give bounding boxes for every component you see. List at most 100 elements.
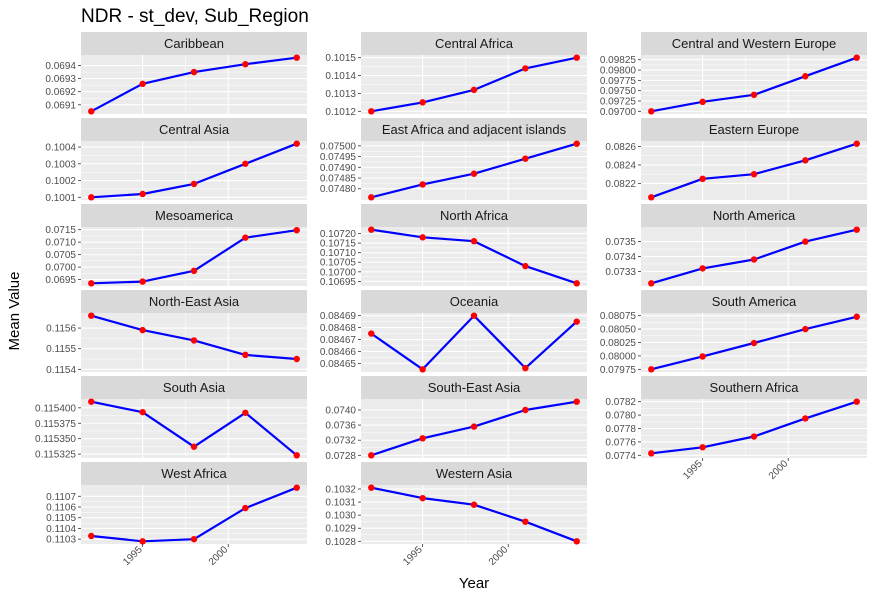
x-tick-label: 1995 <box>121 544 145 568</box>
data-point <box>522 518 529 525</box>
data-point <box>853 398 860 405</box>
facet-strip-label: Southern Africa <box>710 380 800 395</box>
data-point <box>802 73 809 80</box>
data-point <box>522 406 529 414</box>
data-point <box>750 433 758 440</box>
y-tick-label: 0.10710 <box>320 248 357 259</box>
plot-background <box>81 227 307 286</box>
data-point <box>242 61 249 68</box>
facet-strip-label: Central Africa <box>435 36 514 51</box>
y-tick-label: 0.08469 <box>320 311 357 322</box>
data-point <box>88 280 95 287</box>
data-point <box>522 364 529 372</box>
facet-strip <box>361 204 587 227</box>
data-point <box>573 318 580 325</box>
y-tick-label: 0.08467 <box>320 335 357 346</box>
y-tick-label: 0.1154 <box>46 365 76 376</box>
y-tick-label: 0.07485 <box>320 174 357 185</box>
y-tick-label: 0.0740 <box>325 405 356 416</box>
data-point <box>522 262 529 270</box>
y-tick-label: 0.0705 <box>45 250 76 261</box>
facet-strip-label: Eastern Europe <box>709 122 799 137</box>
y-tick-label: 0.1029 <box>325 524 356 535</box>
facet-panel: South-East Asia 0.0728 0.0732 0.0736 0.0740 <box>325 376 587 462</box>
x-tick-label: 2000 <box>207 544 231 568</box>
data-point <box>470 423 478 430</box>
data-point <box>368 330 375 337</box>
data-point <box>419 366 426 373</box>
y-tick-label: 0.09825 <box>600 55 637 66</box>
facet-strip <box>81 204 307 227</box>
y-tick-label: 0.07490 <box>320 163 357 174</box>
plot-background <box>361 485 587 544</box>
facet-panel: North Africa 0.106950.107000.107050.10710… <box>320 204 587 288</box>
data-point <box>699 175 706 183</box>
plot-background <box>361 227 587 286</box>
facet-strip <box>641 32 867 55</box>
data-point <box>139 326 146 334</box>
data-point <box>699 265 706 272</box>
x-tick-label: 2000 <box>487 544 511 568</box>
facet-strip-label: West Africa <box>161 466 227 481</box>
facet-panel: West Africa 0.11030.11040.11050.11060.110… <box>46 462 307 568</box>
plot-background <box>641 55 867 114</box>
data-point <box>802 415 809 422</box>
facet-strip-label: Central Asia <box>159 122 230 137</box>
y-tick-label: 0.10715 <box>320 239 357 250</box>
data-point <box>368 452 375 459</box>
data-point <box>853 313 860 320</box>
y-tick-label: 0.0824 <box>605 160 636 171</box>
facet-strip <box>641 376 867 399</box>
data-point <box>139 278 146 285</box>
y-tick-label: 0.1105 <box>46 513 76 524</box>
y-tick-label: 0.1155 <box>46 344 76 355</box>
data-point <box>88 312 95 319</box>
facet-strip-label: South-East Asia <box>428 380 521 395</box>
facet-panels: Caribbean 0.0691 0.0692 0.0693 0.0694 Central… <box>35 32 867 568</box>
facet-panel: North America 0.0733 0.0734 0.0735 <box>605 204 867 287</box>
data-point <box>293 140 300 147</box>
data-point <box>648 366 655 373</box>
data-point <box>293 54 300 61</box>
y-tick-label: 0.1028 <box>325 537 356 548</box>
facet-strip-label: South America <box>712 294 797 309</box>
data-point <box>470 86 478 94</box>
facet-panel: Western Asia 0.1028 0.1029 0.1030 0.1031 0.10… <box>325 462 587 568</box>
y-tick-label: 0.0826 <box>605 142 636 153</box>
y-tick-label: 0.07480 <box>320 184 357 195</box>
data-point <box>573 280 580 287</box>
data-point <box>242 351 249 359</box>
y-tick-label: 0.08466 <box>320 347 357 358</box>
facet-strip-label: Caribbean <box>164 36 224 51</box>
y-tick-label: 0.0732 <box>325 436 356 447</box>
y-tick-label: 0.10695 <box>320 277 357 288</box>
facet-strip-label: East Africa and adjacent islands <box>382 122 567 137</box>
y-tick-label: 0.10700 <box>320 267 357 278</box>
facet-panel: East Africa and adjacent islands0.074800… <box>320 118 587 201</box>
x-tick-label: 1995 <box>401 544 425 568</box>
facet-strip <box>81 376 307 399</box>
facet-strip-label: South Asia <box>163 380 226 395</box>
data-point <box>242 504 249 512</box>
x-axis-title: Year <box>459 575 489 592</box>
data-point <box>699 353 706 360</box>
y-tick-label: 0.115325 <box>35 450 76 461</box>
data-point <box>190 535 198 543</box>
facet-panel: Oceania 0.084650.084660.084670.084680.084… <box>320 290 587 373</box>
facet-strip <box>81 290 307 313</box>
y-tick-label: 0.0735 <box>605 237 636 248</box>
y-tick-label: 0.0734 <box>605 252 636 263</box>
data-point <box>88 108 95 115</box>
facet-panel: Central and Western Europe 0.097000.09725… <box>600 32 867 118</box>
data-point <box>190 68 198 76</box>
data-point <box>139 190 146 198</box>
plot-background <box>81 55 307 114</box>
data-point <box>419 181 426 188</box>
y-tick-label: 0.0780 <box>605 411 636 422</box>
facet-strip <box>81 32 307 55</box>
plot-background <box>81 485 307 544</box>
facet-strip-label: Mesoamerica <box>155 208 234 223</box>
data-point <box>419 435 426 442</box>
